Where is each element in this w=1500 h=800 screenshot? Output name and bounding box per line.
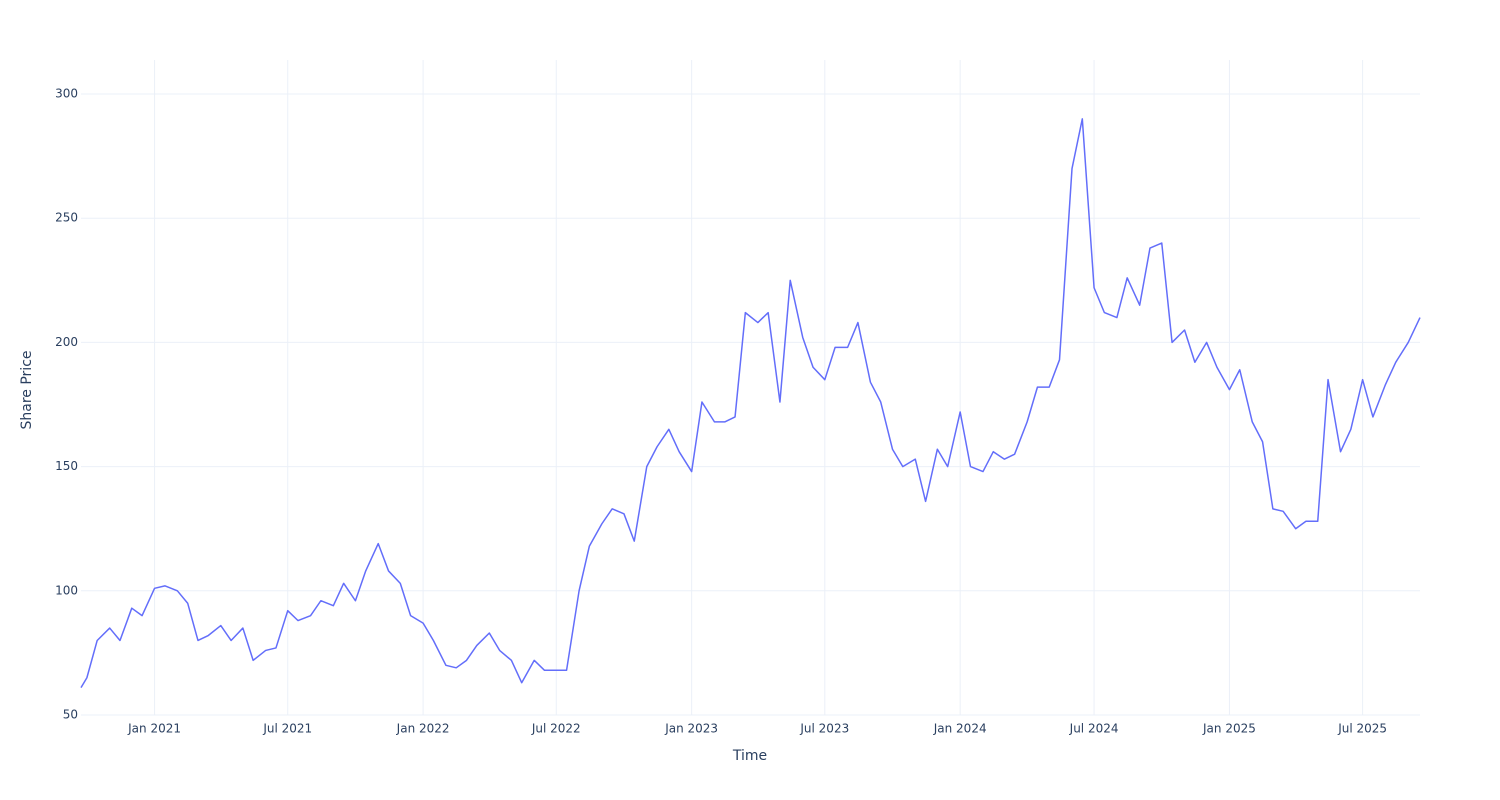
x-tick-label: Jul 2021 xyxy=(262,722,312,736)
x-tick-label: Jul 2024 xyxy=(1069,722,1119,736)
x-tick-label: Jan 2021 xyxy=(127,722,181,736)
x-tick-label: Jul 2023 xyxy=(799,722,849,736)
x-tick-label: Jul 2022 xyxy=(531,722,581,736)
x-tick-label: Jan 2022 xyxy=(396,722,450,736)
x-tick-label: Jan 2025 xyxy=(1202,722,1256,736)
y-tick-label: 300 xyxy=(55,87,78,101)
y-axis-title: Share Price xyxy=(19,350,35,429)
x-tick-label: Jan 2023 xyxy=(664,722,718,736)
y-tick-label: 200 xyxy=(55,335,78,349)
price-line xyxy=(80,118,1421,689)
x-axis-title: Time xyxy=(732,748,767,764)
y-tick-label: 50 xyxy=(63,708,78,722)
y-tick-label: 100 xyxy=(55,583,78,597)
y-tick-label: 250 xyxy=(55,211,78,225)
x-tick-label: Jan 2024 xyxy=(933,722,987,736)
x-tick-label: Jul 2025 xyxy=(1337,722,1387,736)
y-tick-label: 150 xyxy=(55,459,78,473)
